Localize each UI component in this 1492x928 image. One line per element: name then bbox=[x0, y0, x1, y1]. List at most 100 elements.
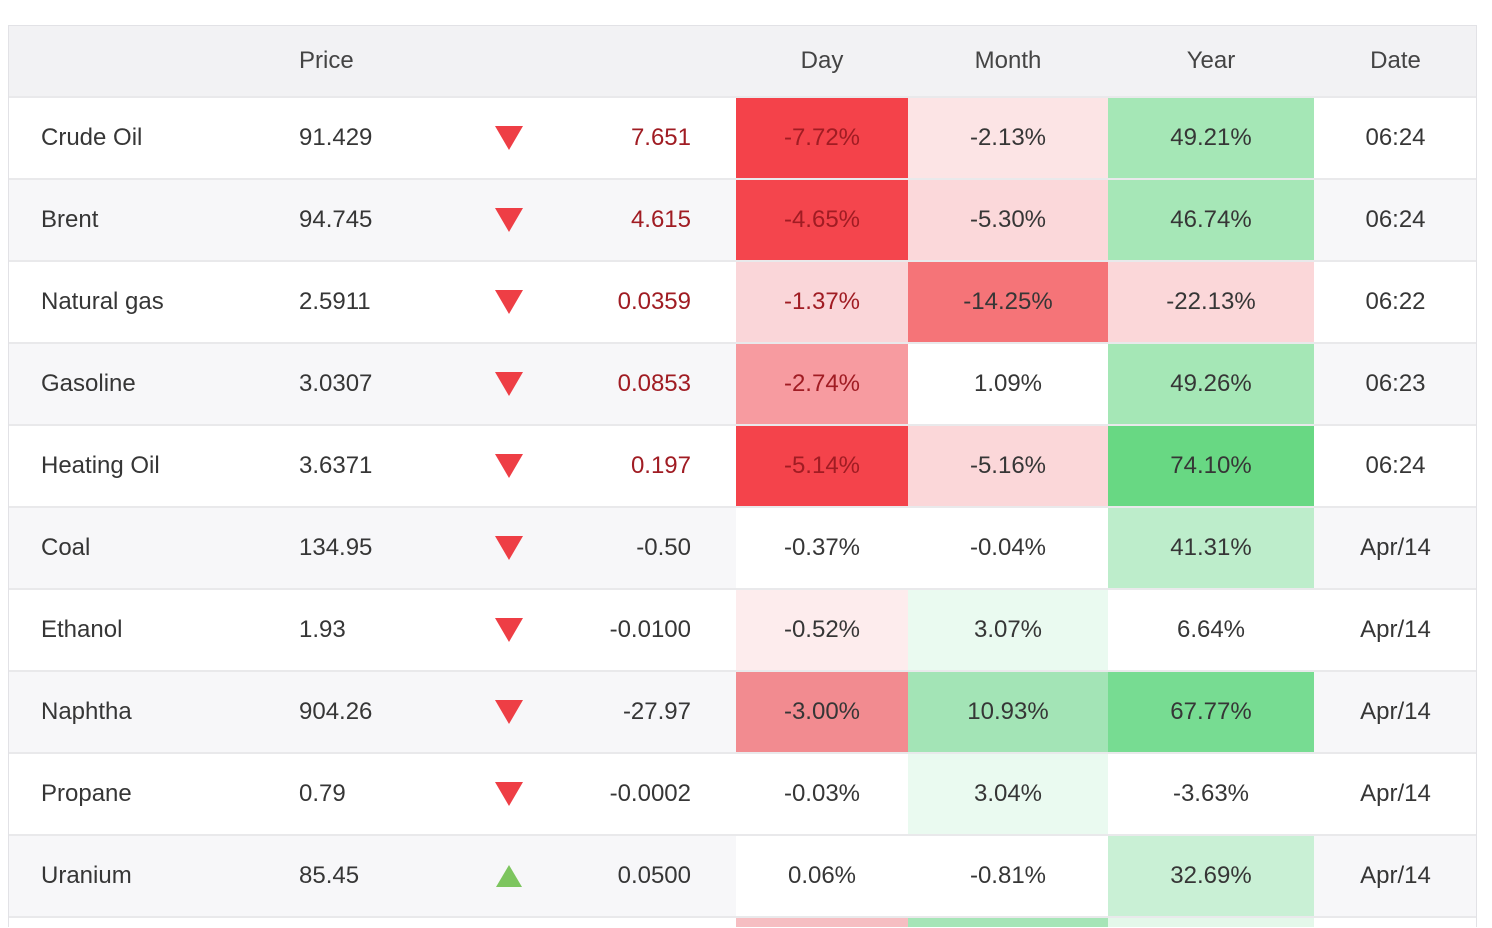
date-text: Apr/14 bbox=[1360, 862, 1431, 889]
price-cell: 2.5911 bbox=[299, 262, 459, 342]
date-value: Apr/14 bbox=[1314, 590, 1477, 670]
month-change-cell: 3.04% bbox=[908, 754, 1108, 834]
year-change-cell: -3.63% bbox=[1108, 754, 1314, 834]
year-change-cell: 74.10% bbox=[1108, 426, 1314, 506]
year-change-cell: 49.26% bbox=[1108, 344, 1314, 424]
year-change-value: 32.69% bbox=[1170, 862, 1252, 889]
price-value: 94.745 bbox=[299, 206, 373, 233]
commodity-name-link[interactable]: Natural gas bbox=[9, 262, 299, 342]
month-change-value: -14.25% bbox=[963, 288, 1053, 315]
down-triangle-icon bbox=[495, 372, 523, 396]
month-change-value: -5.30% bbox=[969, 206, 1047, 233]
date-text: Apr/14 bbox=[1360, 698, 1431, 725]
table-row: Brent 94.745 4.615 -4.65% -5.30% 46.74% … bbox=[9, 180, 1476, 262]
price-cell: 904.26 bbox=[299, 672, 459, 752]
date-text: Apr/14 bbox=[1360, 534, 1431, 561]
table-row: Crude Oil 91.429 7.651 -7.72% -2.13% 49.… bbox=[9, 98, 1476, 180]
change-cell: 4.615 bbox=[559, 180, 736, 260]
date-value: Apr/14 bbox=[1314, 836, 1477, 916]
day-change-value: -3.00% bbox=[783, 698, 861, 725]
price-value: 3.6371 bbox=[299, 452, 373, 479]
partial-month-cell bbox=[908, 918, 1108, 927]
day-change-cell: -0.37% bbox=[736, 508, 908, 588]
down-triangle-icon bbox=[495, 454, 523, 478]
change-cell: -27.97 bbox=[559, 672, 736, 752]
day-change-value: 0.06% bbox=[787, 862, 857, 889]
year-change-cell: 41.31% bbox=[1108, 508, 1314, 588]
price-cell: 0.79 bbox=[299, 754, 459, 834]
price-value: 904.26 bbox=[299, 698, 373, 725]
date-value: 06:24 bbox=[1314, 426, 1477, 506]
price-value: 0.79 bbox=[299, 780, 346, 807]
column-header-day: Day bbox=[800, 47, 844, 74]
month-change-cell: 1.09% bbox=[908, 344, 1108, 424]
change-value: -0.0100 bbox=[609, 616, 691, 643]
commodity-name-link[interactable]: Uranium bbox=[9, 836, 299, 916]
change-cell: 7.651 bbox=[559, 98, 736, 178]
commodity-name-label: Uranium bbox=[41, 862, 132, 889]
month-change-value: -0.04% bbox=[969, 534, 1047, 561]
down-triangle-icon bbox=[495, 290, 523, 314]
year-change-value: -3.63% bbox=[1172, 780, 1250, 807]
change-cell: -0.50 bbox=[559, 508, 736, 588]
column-header-month: Month bbox=[974, 47, 1042, 74]
year-change-value: 49.26% bbox=[1170, 370, 1252, 397]
column-header-year: Year bbox=[1186, 47, 1236, 74]
price-cell: 94.745 bbox=[299, 180, 459, 260]
table-row: Heating Oil 3.6371 0.197 -5.14% -5.16% 7… bbox=[9, 426, 1476, 508]
year-change-value: 46.74% bbox=[1170, 206, 1252, 233]
commodity-name-link[interactable]: Propane bbox=[9, 754, 299, 834]
day-change-value: -5.14% bbox=[783, 452, 861, 479]
price-cell: 1.93 bbox=[299, 590, 459, 670]
day-change-cell: -0.03% bbox=[736, 754, 908, 834]
month-change-cell: -5.30% bbox=[908, 180, 1108, 260]
commodity-name-label: Heating Oil bbox=[41, 452, 160, 479]
month-change-value: 3.07% bbox=[973, 616, 1043, 643]
commodity-name-link[interactable]: Heating Oil bbox=[9, 426, 299, 506]
month-change-cell: 10.93% bbox=[908, 672, 1108, 752]
partial-next-row bbox=[9, 918, 1476, 927]
price-value: 85.45 bbox=[299, 862, 360, 889]
commodity-name-link[interactable]: Gasoline bbox=[9, 344, 299, 424]
day-change-cell: -3.00% bbox=[736, 672, 908, 752]
change-cell: -0.0100 bbox=[559, 590, 736, 670]
price-cell: 134.95 bbox=[299, 508, 459, 588]
commodity-name-link[interactable]: Naphtha bbox=[9, 672, 299, 752]
change-value: 0.0359 bbox=[617, 288, 691, 315]
date-text: 06:23 bbox=[1365, 370, 1426, 397]
change-cell: 0.0500 bbox=[559, 836, 736, 916]
table-row: Naphtha 904.26 -27.97 -3.00% 10.93% 67.7… bbox=[9, 672, 1476, 754]
change-value: -0.50 bbox=[636, 534, 691, 561]
price-cell: 91.429 bbox=[299, 98, 459, 178]
year-change-cell: 32.69% bbox=[1108, 836, 1314, 916]
direction-cell bbox=[459, 590, 559, 670]
down-triangle-icon bbox=[495, 208, 523, 232]
commodity-name-link[interactable]: Coal bbox=[9, 508, 299, 588]
month-change-value: -5.16% bbox=[969, 452, 1047, 479]
day-change-value: -0.03% bbox=[783, 780, 861, 807]
commodity-name-link[interactable]: Brent bbox=[9, 180, 299, 260]
year-change-cell: 67.77% bbox=[1108, 672, 1314, 752]
month-change-value: -2.13% bbox=[969, 124, 1047, 151]
down-triangle-icon bbox=[495, 618, 523, 642]
commodities-table: Price Day Month Year Date Crude Oil 91.4… bbox=[8, 25, 1477, 927]
commodity-name-link[interactable]: Crude Oil bbox=[9, 98, 299, 178]
year-change-cell: 46.74% bbox=[1108, 180, 1314, 260]
day-change-value: -2.74% bbox=[783, 370, 861, 397]
partial-date-cell bbox=[1314, 918, 1477, 927]
year-change-value: 49.21% bbox=[1170, 124, 1252, 151]
price-cell: 85.45 bbox=[299, 836, 459, 916]
change-value: -27.97 bbox=[622, 698, 691, 725]
price-value: 134.95 bbox=[299, 534, 373, 561]
column-header-change bbox=[559, 26, 736, 96]
day-change-cell: -0.52% bbox=[736, 590, 908, 670]
month-change-cell: 3.07% bbox=[908, 590, 1108, 670]
date-value: 06:24 bbox=[1314, 180, 1477, 260]
price-cell: 3.6371 bbox=[299, 426, 459, 506]
table-row: Natural gas 2.5911 0.0359 -1.37% -14.25%… bbox=[9, 262, 1476, 344]
table-row: Propane 0.79 -0.0002 -0.03% 3.04% -3.63%… bbox=[9, 754, 1476, 836]
column-header-direction bbox=[459, 26, 559, 96]
date-text: Apr/14 bbox=[1360, 616, 1431, 643]
commodity-name-link[interactable]: Ethanol bbox=[9, 590, 299, 670]
day-change-value: -1.37% bbox=[783, 288, 861, 315]
